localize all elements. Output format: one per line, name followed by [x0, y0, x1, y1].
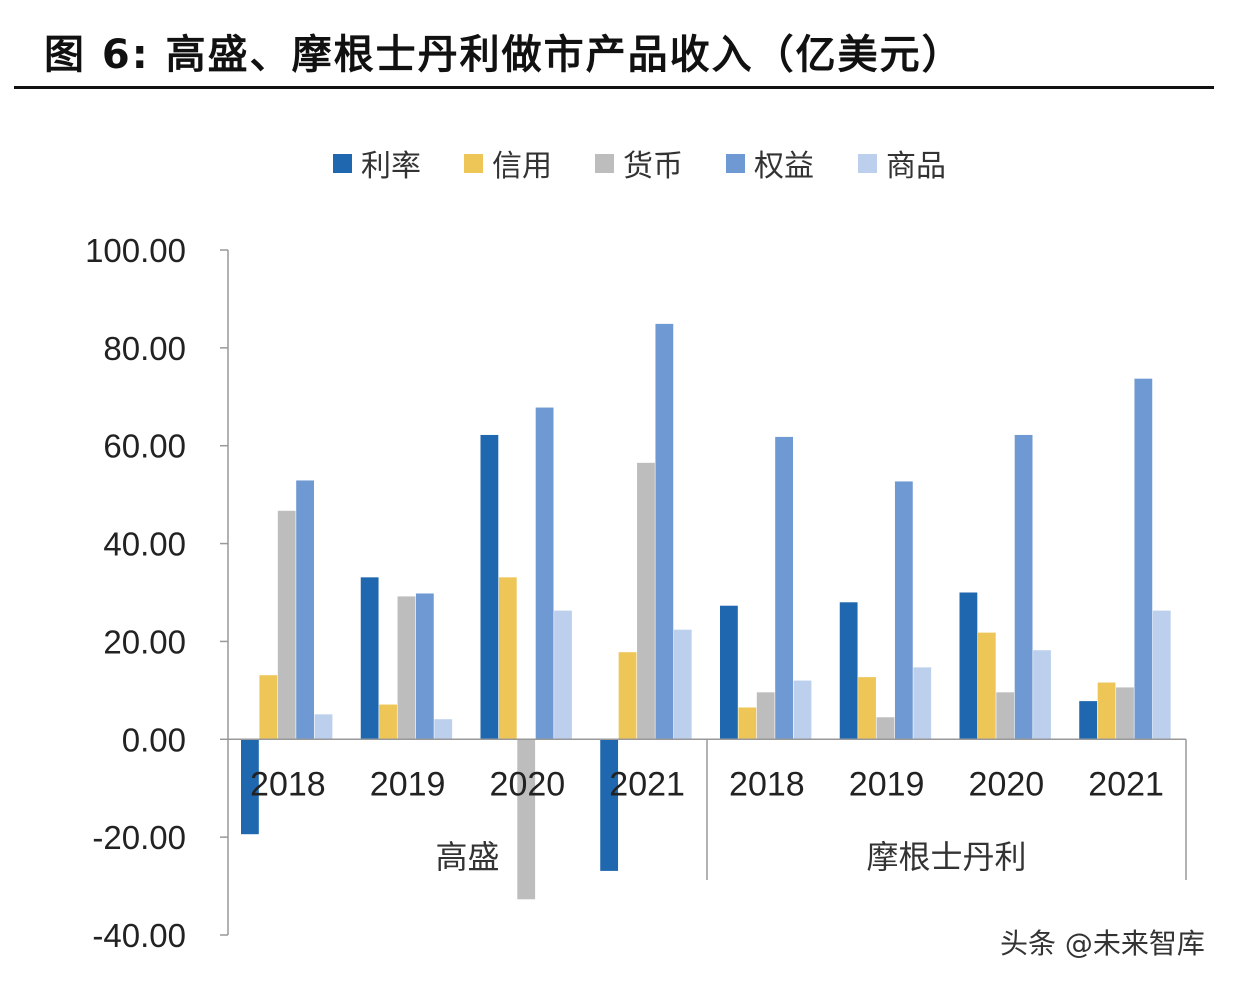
bar-商品-2020: [554, 610, 572, 740]
bar-货币-2020: [517, 739, 536, 900]
group-label: 摩根士丹利: [866, 838, 1026, 876]
legend-swatch: [858, 154, 877, 173]
x-tick-label: 2021: [609, 765, 685, 803]
x-tick-label: 2018: [250, 765, 326, 803]
bar-利率-2020: [480, 434, 499, 740]
bar-货币-2019: [397, 596, 416, 740]
bar-信用-2021: [1097, 682, 1116, 740]
bar-利率-2021: [600, 739, 619, 871]
bar-利率-2019: [360, 577, 379, 740]
bar-权益-2020: [535, 407, 554, 740]
bar-货币-2021: [1116, 687, 1134, 740]
bar-信用-2021: [618, 652, 637, 740]
y-tick-label: -40.00: [92, 917, 186, 954]
bar-商品-2020: [1033, 650, 1051, 740]
bar-利率-2020: [959, 592, 978, 740]
bar-货币-2021: [637, 462, 655, 740]
bar-权益-2021: [655, 323, 674, 740]
title-rule: [14, 86, 1214, 89]
y-tick-label: 0.00: [122, 721, 186, 758]
legend-label: 货币: [623, 149, 683, 184]
legend-swatch: [595, 154, 614, 173]
bar-权益-2018: [775, 436, 793, 740]
bar-货币-2020: [996, 692, 1015, 740]
figure-title: 图 6: 高盛、摩根士丹利做市产品收入（亿美元）: [44, 32, 964, 78]
bar-商品-2021: [1152, 610, 1171, 740]
bar-货币-2018: [756, 692, 775, 740]
legend-swatch: [333, 154, 352, 173]
bar-信用-2018: [738, 707, 757, 740]
bar-利率-2019: [839, 602, 858, 740]
x-tick-label: 2019: [849, 765, 925, 803]
bar-利率-2018: [720, 605, 738, 740]
bar-货币-2018: [277, 510, 296, 740]
bar-信用-2020: [498, 577, 517, 740]
watermark: 头条 @未来智库: [1000, 927, 1205, 960]
bar-信用-2019: [379, 704, 397, 740]
x-tick-label: 2021: [1088, 765, 1164, 803]
bar-利率-2021: [1079, 701, 1098, 740]
bar-权益-2018: [296, 480, 314, 740]
x-tick-label: 2018: [729, 765, 805, 803]
legend-label: 利率: [361, 149, 421, 184]
bar-商品-2021: [673, 629, 692, 740]
y-tick-label: 100.00: [85, 232, 186, 269]
bar-货币-2019: [876, 717, 895, 740]
bar-信用-2019: [858, 677, 876, 740]
bar-利率-2018: [241, 739, 259, 835]
group-label: 高盛: [435, 838, 499, 876]
x-tick-label: 2020: [490, 765, 566, 803]
bar-权益-2019: [894, 481, 913, 740]
y-tick-label: 80.00: [103, 330, 186, 367]
bar-权益-2019: [415, 593, 434, 740]
y-tick-label: 40.00: [103, 526, 186, 563]
legend-swatch: [726, 154, 745, 173]
x-tick-label: 2020: [969, 765, 1045, 803]
bar-信用-2018: [259, 675, 278, 740]
bar-商品-2019: [434, 719, 453, 740]
bar-权益-2021: [1134, 378, 1153, 740]
legend-label: 权益: [754, 149, 814, 184]
legend-label: 信用: [492, 149, 552, 184]
y-tick-label: -20.00: [92, 819, 186, 856]
legend-swatch: [464, 154, 483, 173]
y-tick-label: 60.00: [103, 428, 186, 465]
bar-商品-2019: [913, 667, 932, 740]
bar-权益-2020: [1014, 434, 1033, 740]
x-tick-label: 2019: [370, 765, 446, 803]
y-tick-label: 20.00: [103, 623, 186, 660]
bar-信用-2020: [977, 632, 996, 740]
bar-商品-2018: [793, 680, 812, 740]
legend-label: 商品: [886, 149, 946, 184]
bar-商品-2018: [314, 714, 333, 740]
